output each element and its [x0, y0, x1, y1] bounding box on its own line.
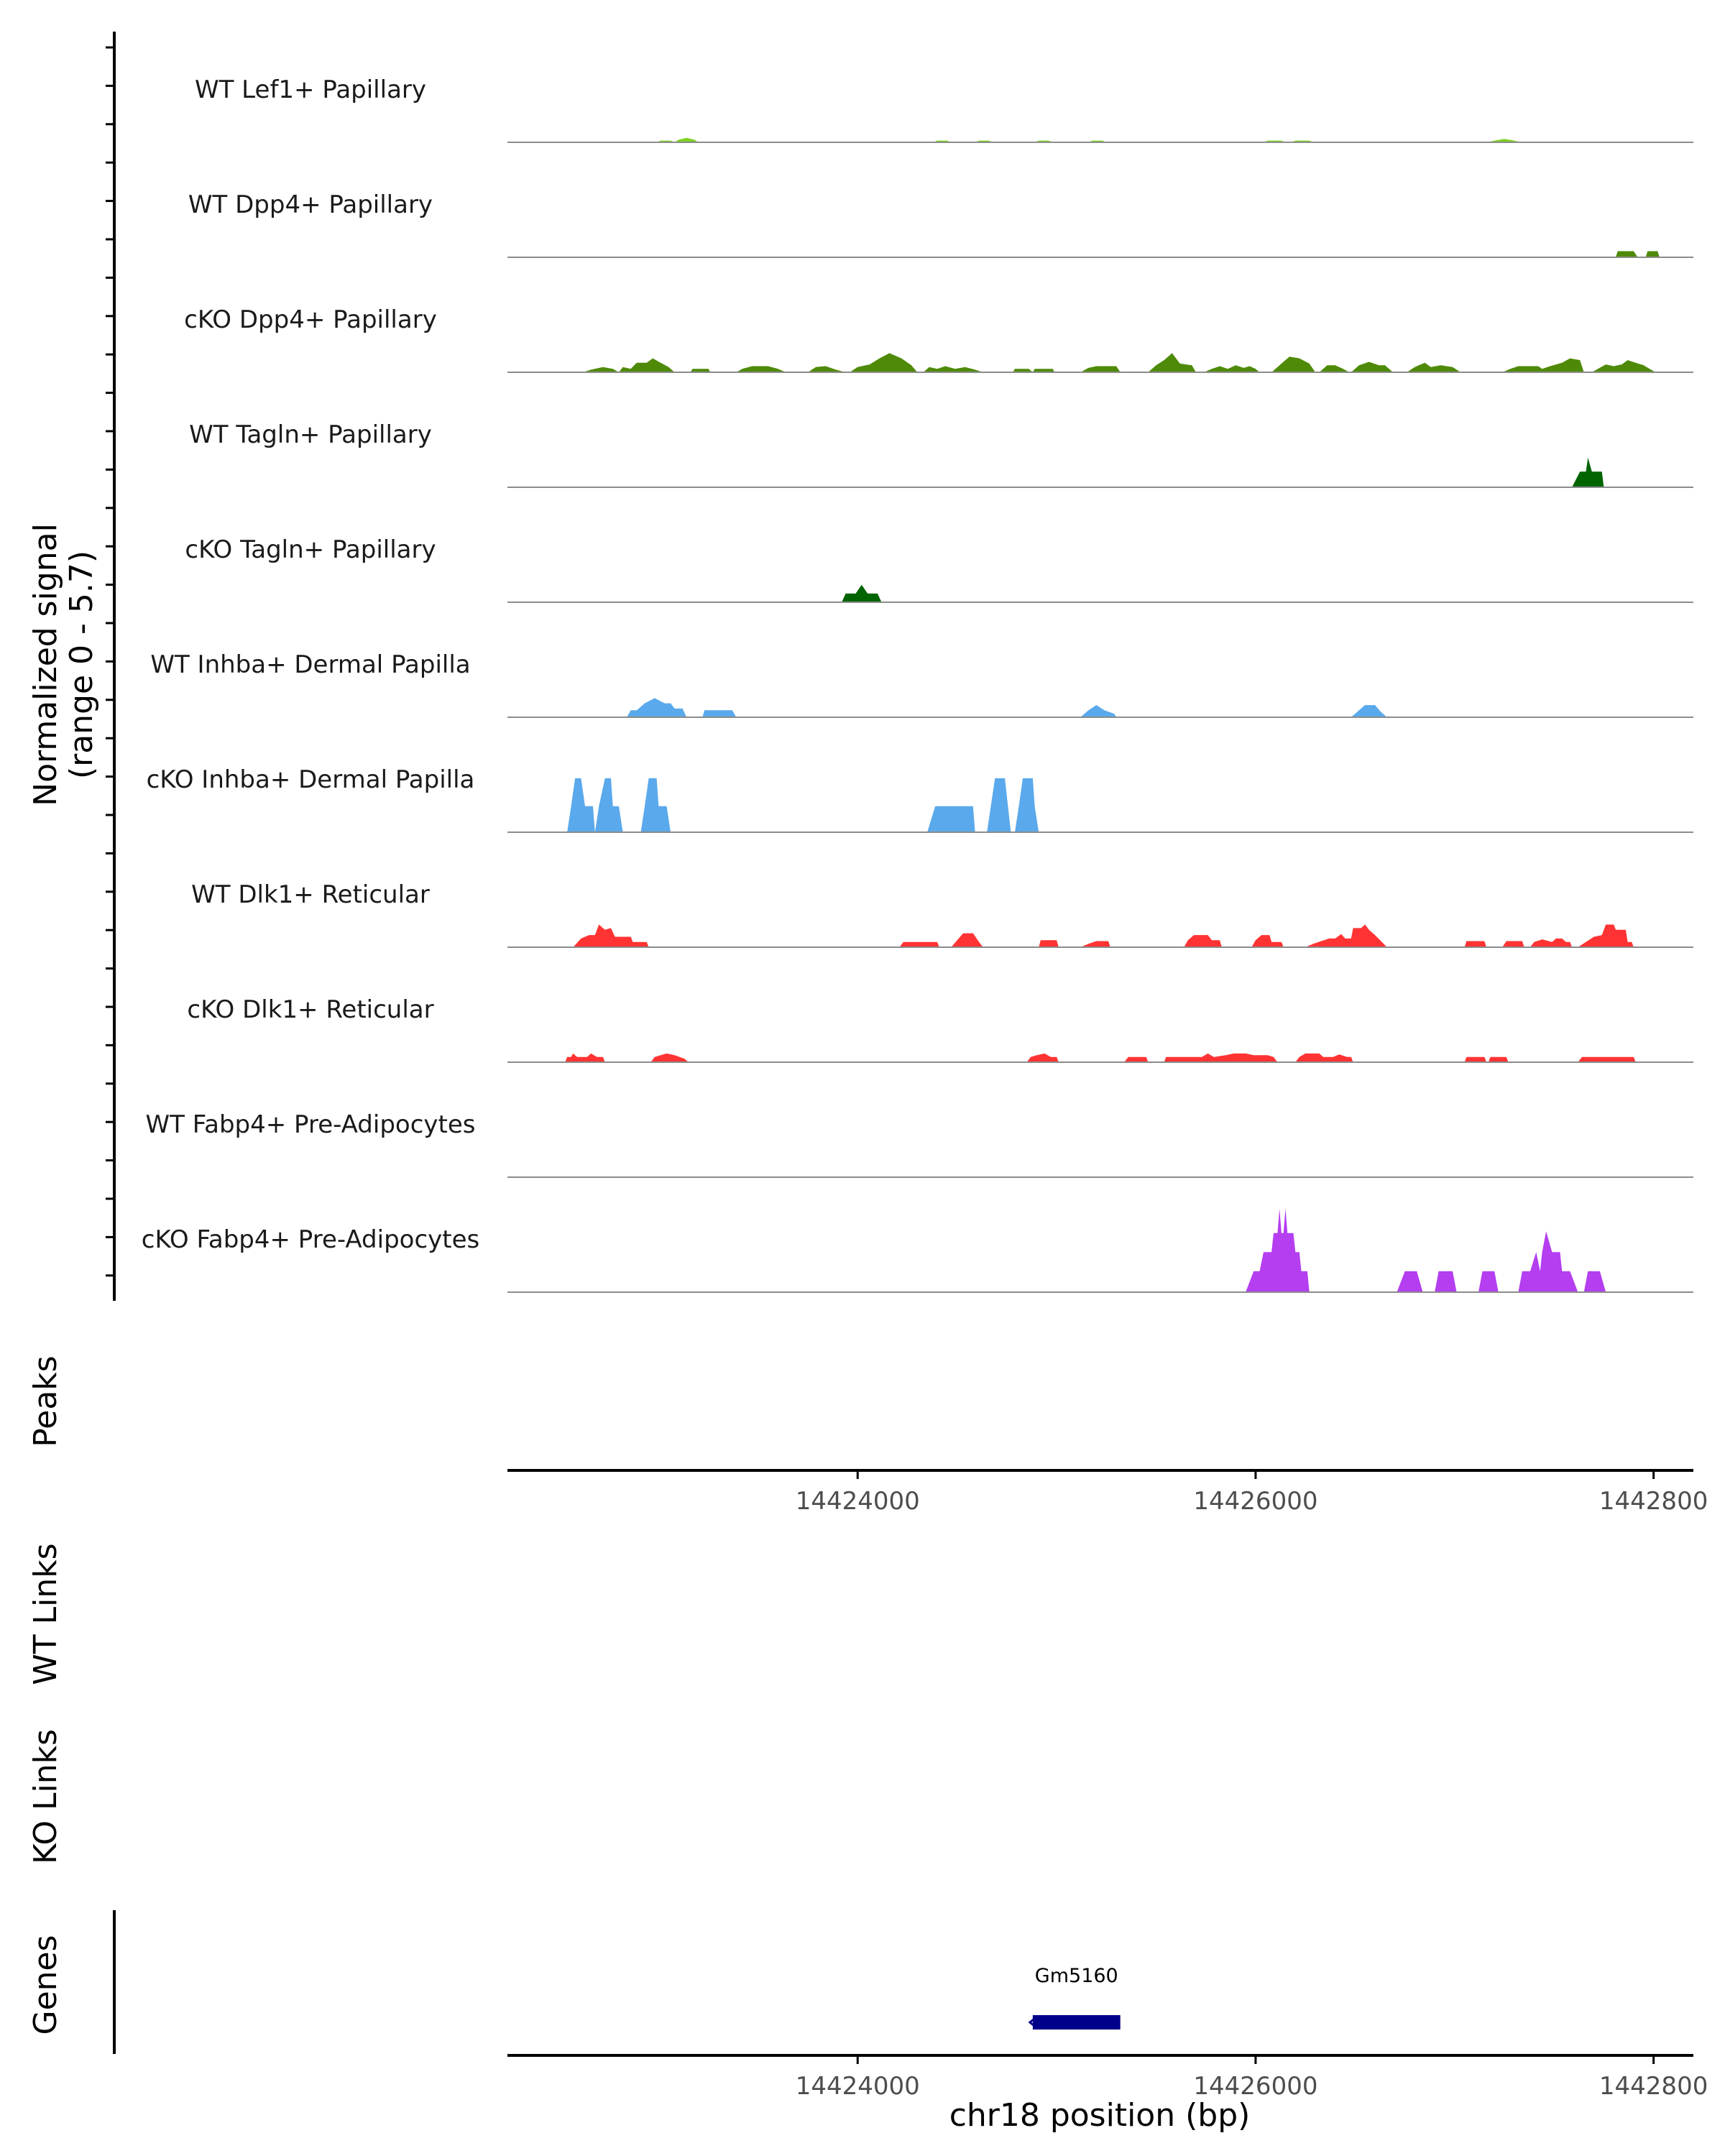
genes-panel-label: Genes	[27, 1935, 64, 2035]
track-signal-area	[1572, 457, 1604, 487]
peaks-x-tick-label: 1442800	[1599, 1487, 1708, 1516]
coverage-tracks: WT Lef1+ Papillary WT Dpp4+ Papillary cKO …	[142, 75, 1693, 1293]
track-3: cKO Dpp4+ Papillary	[184, 305, 1693, 373]
peaks-x-axis-ticks: 14424000 14426000 1442800	[796, 1470, 1708, 1516]
track-11: cKO Fabp4+ Pre-Adipocytes	[142, 1208, 1693, 1293]
signal-y-label-line1: Normalized signal	[27, 523, 64, 806]
wt-links-panel-label: WT Links	[27, 1543, 64, 1685]
track-2: WT Dpp4+ Papillary	[188, 190, 1693, 258]
track-8: WT Dlk1+ Reticular	[191, 880, 1693, 948]
track-label: WT Inhba+ Dermal Papilla	[150, 650, 470, 679]
signal-y-axis	[106, 32, 116, 1301]
bottom-x-tick-label: 1442800	[1599, 2072, 1708, 2101]
peaks-panel-label: Peaks	[27, 1355, 64, 1447]
track-signal-area	[627, 698, 1387, 717]
track-signal-area	[656, 137, 1521, 142]
track-label: WT Dpp4+ Papillary	[188, 190, 433, 219]
track-6: WT Inhba+ Dermal Papilla	[150, 650, 1693, 718]
track-7: cKO Inhba+ Dermal Papilla	[147, 765, 1693, 833]
track-signal-area	[842, 584, 882, 602]
gene-gm5160: Gm5160	[1028, 1965, 1121, 2030]
track-label: cKO Dlk1+ Reticular	[187, 995, 433, 1024]
track-label: WT Dlk1+ Reticular	[191, 880, 430, 909]
track-signal-area	[565, 1053, 1636, 1062]
track-signal-area	[1616, 251, 1660, 257]
track-signal-area	[567, 778, 1039, 832]
track-1: WT Lef1+ Papillary	[195, 75, 1693, 143]
signal-y-axis-ticks	[106, 46, 114, 1277]
track-10: WT Fabp4+ Pre-Adipocytes	[146, 1110, 1693, 1178]
peaks-x-tick-label: 14424000	[796, 1487, 920, 1516]
track-4: WT Tagln+ Papillary	[189, 420, 1693, 488]
bottom-x-tick-label: 14426000	[1193, 2072, 1317, 2101]
track-signal-area	[573, 924, 1634, 947]
track-9: cKO Dlk1+ Reticular	[187, 995, 1693, 1063]
bottom-x-axis: 14424000 14426000 1442800	[507, 2054, 1708, 2101]
track-label: WT Tagln+ Papillary	[189, 420, 432, 449]
peaks-x-axis: 14424000 14426000 1442800	[507, 1469, 1708, 1516]
track-label: WT Lef1+ Papillary	[195, 75, 426, 104]
signal-y-label-line2: (range 0 - 5.7)	[63, 550, 100, 779]
track-label: cKO Dpp4+ Papillary	[184, 305, 437, 334]
track-5: cKO Tagln+ Papillary	[185, 535, 1693, 603]
signal-y-label: Normalized signal (range 0 - 5.7)	[27, 523, 100, 806]
gene-body	[1032, 2015, 1121, 2030]
track-signal-area	[1246, 1208, 1606, 1292]
track-label: cKO Fabp4+ Pre-Adipocytes	[142, 1225, 480, 1254]
x-axis-label: chr18 position (bp)	[949, 2097, 1251, 2134]
peaks-x-tick-label: 14426000	[1193, 1487, 1317, 1516]
track-label: WT Fabp4+ Pre-Adipocytes	[146, 1110, 476, 1139]
track-label: cKO Inhba+ Dermal Papilla	[147, 765, 475, 794]
gene-annotations: Gm5160	[1028, 1965, 1121, 2030]
track-label: cKO Tagln+ Papillary	[185, 535, 436, 564]
gene-label: Gm5160	[1035, 1965, 1118, 1987]
ko-links-panel-label: KO Links	[27, 1729, 64, 1864]
bottom-x-axis-ticks: 14424000 14426000 1442800	[796, 2055, 1708, 2101]
bottom-x-tick-label: 14424000	[796, 2072, 920, 2101]
gene-strand-arrow	[1028, 2015, 1038, 2030]
track-signal-area	[583, 353, 1656, 372]
